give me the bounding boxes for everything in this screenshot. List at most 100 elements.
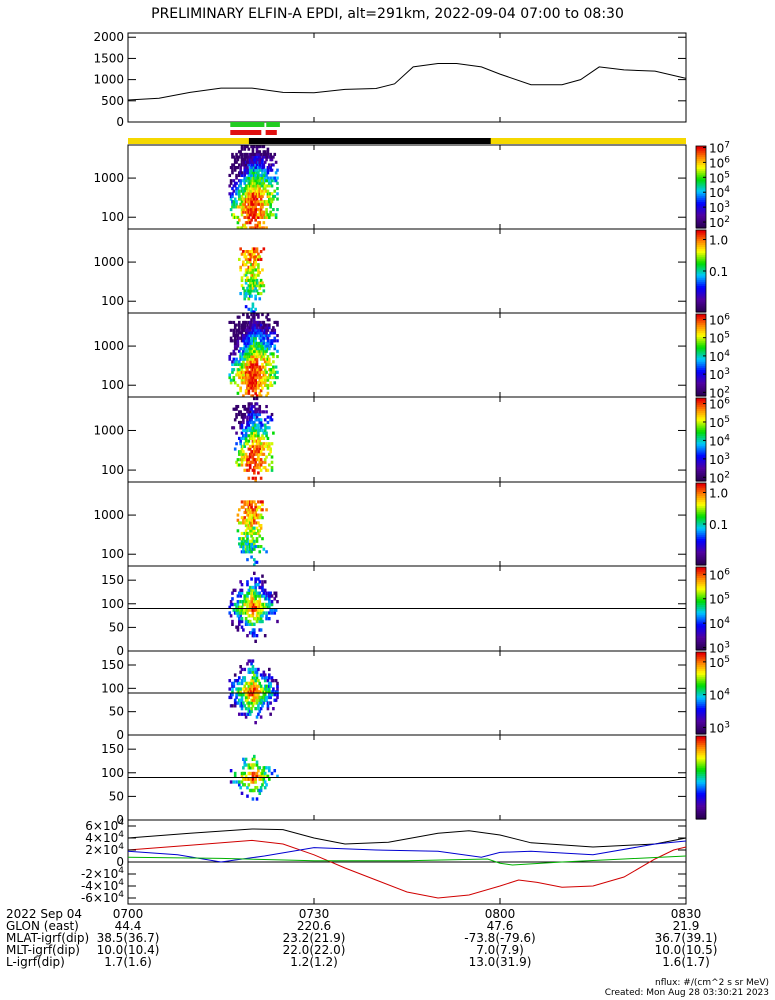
heatmap-cell (248, 181, 252, 185)
heatmap-cell (250, 286, 253, 290)
heatmap-cell (240, 368, 244, 372)
heatmap-cell (242, 547, 245, 551)
heatmap-cell (240, 608, 244, 612)
heatmap-cell (248, 420, 252, 425)
heatmap-cell (246, 349, 249, 353)
heatmap-cell (233, 673, 237, 677)
heatmap-cell (252, 420, 256, 425)
heatmap-cell (267, 605, 271, 609)
heatmap-cell (274, 594, 278, 598)
heatmap-cell (237, 376, 241, 380)
heatmap-cell (248, 323, 252, 327)
heatmap-cell (255, 362, 259, 366)
heatmap-cell (266, 318, 270, 322)
heatmap-cell (258, 163, 262, 167)
colorbar-cell-5-12 (696, 538, 706, 541)
heatmap-cell (251, 670, 255, 674)
heatmap-cell (261, 210, 264, 214)
footer-row-value-3-3: 10.0(10.5) (654, 943, 718, 957)
heatmap-cell (248, 766, 252, 770)
heatmap-cell (251, 526, 255, 530)
heatmap-cell (242, 323, 245, 327)
heatmap-cell (248, 466, 252, 470)
heatmap-cell (257, 436, 260, 440)
heatmap-cell (251, 404, 255, 409)
colorbar-cell-1-12 (696, 201, 706, 204)
heatmap-cell (258, 344, 262, 348)
heatmap-cell (239, 704, 242, 708)
colorbar-cell-1-20 (696, 184, 706, 188)
heatmap-cell (246, 315, 249, 319)
heatmap-cell (232, 184, 236, 188)
heatmap-cell (262, 357, 266, 361)
colorbar-cell-4-32 (696, 412, 706, 416)
heatmap-cell (250, 168, 253, 172)
heatmap-cell (262, 247, 266, 251)
colorbar-cell-6-26 (696, 593, 706, 597)
colorbar-cell-5-26 (696, 509, 706, 513)
heatmap-cell (252, 370, 256, 374)
heatmap-cell (233, 341, 237, 345)
heatmap-cell (250, 373, 253, 377)
colorbar-cell-4-34 (696, 408, 706, 412)
heatmap-cell (240, 431, 244, 435)
heatmap-cell (248, 681, 252, 686)
heatmap-cell (270, 328, 274, 332)
heatmap-cell (274, 698, 278, 702)
heatmap-cell (274, 320, 278, 324)
colorbar-cell-2-25 (696, 258, 706, 262)
heatmap-cell (242, 458, 245, 462)
heatmap-cell (252, 605, 256, 609)
heatmap-cell (228, 687, 232, 691)
heatmap-cell (231, 213, 234, 217)
heatmap-cell (236, 458, 240, 462)
heatmap-cell (254, 560, 257, 564)
heatmap-cell (237, 611, 241, 615)
colorbar-cell-2-1 (696, 307, 706, 311)
heatmap-cell (261, 537, 264, 541)
heatmap-cell (252, 594, 256, 598)
heatmap-cell (263, 695, 267, 700)
colorbar-cell-2-17 (696, 275, 706, 278)
heatmap-cell (255, 189, 259, 193)
heatmap-cell (233, 181, 237, 185)
heatmap-cell (263, 690, 267, 694)
ytick-label-igrf-6: 6×104 (85, 818, 124, 833)
heatmap-cell (235, 431, 238, 435)
colorbar-cell-8-7 (696, 802, 706, 806)
heatmap-cell (239, 458, 242, 462)
heatmap-cell (248, 418, 252, 422)
heatmap-cell (267, 155, 271, 159)
heatmap-cell (248, 622, 252, 626)
colorbar-cell-5-11 (696, 540, 706, 544)
heatmap-cell (255, 513, 259, 517)
heatmap-cell (240, 160, 244, 164)
heatmap-cell (239, 426, 242, 430)
heatmap-cell (251, 315, 255, 319)
heatmap-cell (251, 362, 255, 366)
heatmap-cell (270, 442, 274, 446)
heatmap-cell (250, 160, 253, 164)
colorbar-cell-5-8 (696, 546, 706, 550)
heatmap-cell (273, 597, 277, 601)
heatmap-cell (254, 777, 257, 781)
heatmap-cell (255, 619, 259, 624)
heatmap-cell (261, 695, 264, 700)
ytick-label-5-1: 1000 (93, 508, 124, 522)
heatmap-cell (250, 276, 253, 280)
heatmap-cell (255, 423, 259, 427)
heatmap-cell (246, 521, 249, 525)
heatmap-cell (244, 687, 248, 691)
heatmap-cell (257, 271, 260, 275)
heatmap-cell (240, 373, 244, 377)
heatmap-cell (252, 622, 256, 626)
heatmap-cell (267, 452, 271, 456)
heatmap-cell (257, 313, 260, 317)
heatmap-cell (231, 192, 234, 196)
colorbar-cell-7-22 (696, 686, 706, 690)
heatmap-cell (254, 210, 257, 214)
heatmap-cell (262, 602, 266, 607)
heatmap-cell (252, 152, 256, 156)
heatmap-cell (254, 463, 257, 467)
